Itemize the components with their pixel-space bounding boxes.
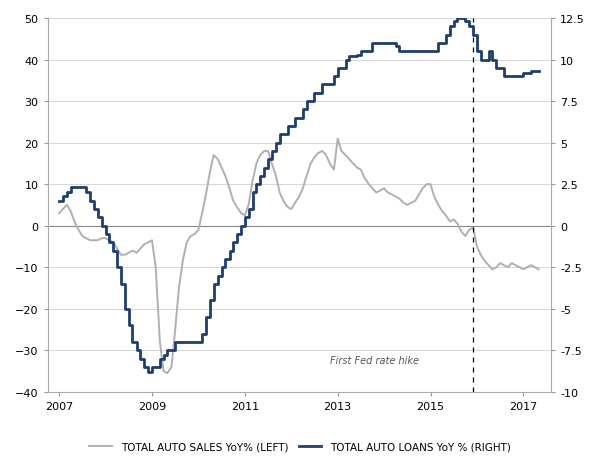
- Text: First Fed rate hike: First Fed rate hike: [331, 355, 419, 365]
- Legend: TOTAL AUTO SALES YoY% (LEFT), TOTAL AUTO LOANS YoY % (RIGHT): TOTAL AUTO SALES YoY% (LEFT), TOTAL AUTO…: [85, 437, 515, 456]
